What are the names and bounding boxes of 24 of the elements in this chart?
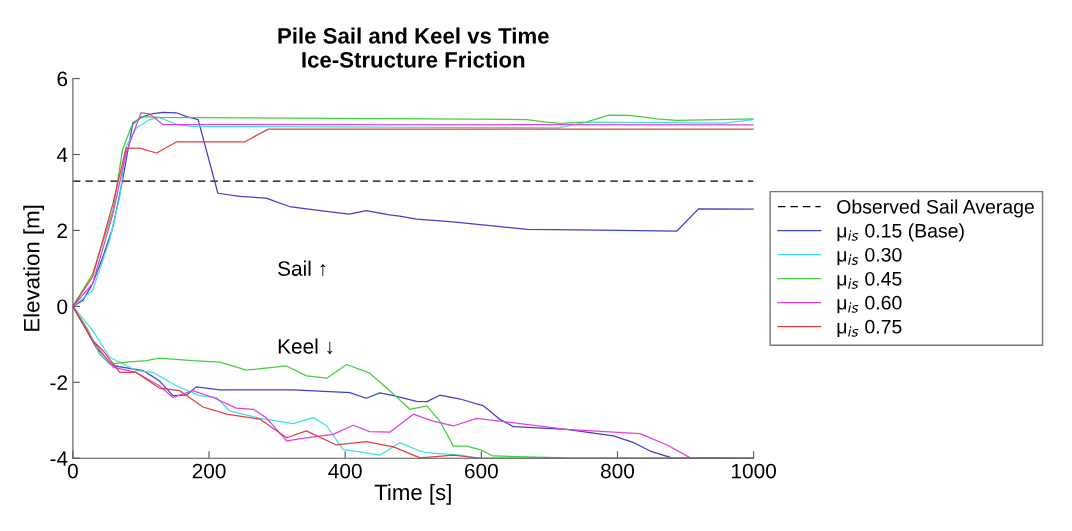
x-axis-title: Time [s] bbox=[374, 483, 451, 505]
legend-label: Observed Sail Average bbox=[837, 199, 1034, 218]
y-tick-label: -2 bbox=[50, 375, 67, 390]
y-tick-label: 6 bbox=[57, 71, 68, 87]
y-tick-label: 4 bbox=[56, 147, 68, 163]
x-tick-label: 400 bbox=[328, 463, 362, 479]
x-tick-label: 600 bbox=[465, 463, 498, 479]
y-tick-label: -4 bbox=[50, 451, 68, 466]
y-tick-label: 0 bbox=[57, 299, 68, 315]
legend-label: μ$_{is}$ 0.75 bbox=[837, 319, 902, 338]
x-tick-label: 200 bbox=[192, 463, 226, 479]
annotation: Keel ↓ bbox=[278, 338, 333, 355]
x-tick-label: 0 bbox=[67, 463, 78, 479]
legend-label: μ$_{is}$ 0.15 (Base) bbox=[837, 223, 964, 242]
x-tick-label: 800 bbox=[601, 463, 635, 479]
y-axis-title: Elevation [m] bbox=[23, 205, 44, 331]
y-tick-label: 2 bbox=[57, 223, 67, 238]
legend-label: μ$_{is}$ 0.30 bbox=[837, 247, 902, 266]
legend-label: μ$_{is}$ 0.60 bbox=[837, 295, 902, 314]
legend-label: μ$_{is}$ 0.45 bbox=[837, 271, 902, 290]
chart-subtitle: Ice-Structure Friction bbox=[302, 51, 525, 68]
chart-title: Pile Sail and Keel vs Time bbox=[278, 27, 549, 44]
annotation: Sail ↑ bbox=[278, 260, 326, 277]
x-tick-label: 1000 bbox=[732, 463, 776, 479]
